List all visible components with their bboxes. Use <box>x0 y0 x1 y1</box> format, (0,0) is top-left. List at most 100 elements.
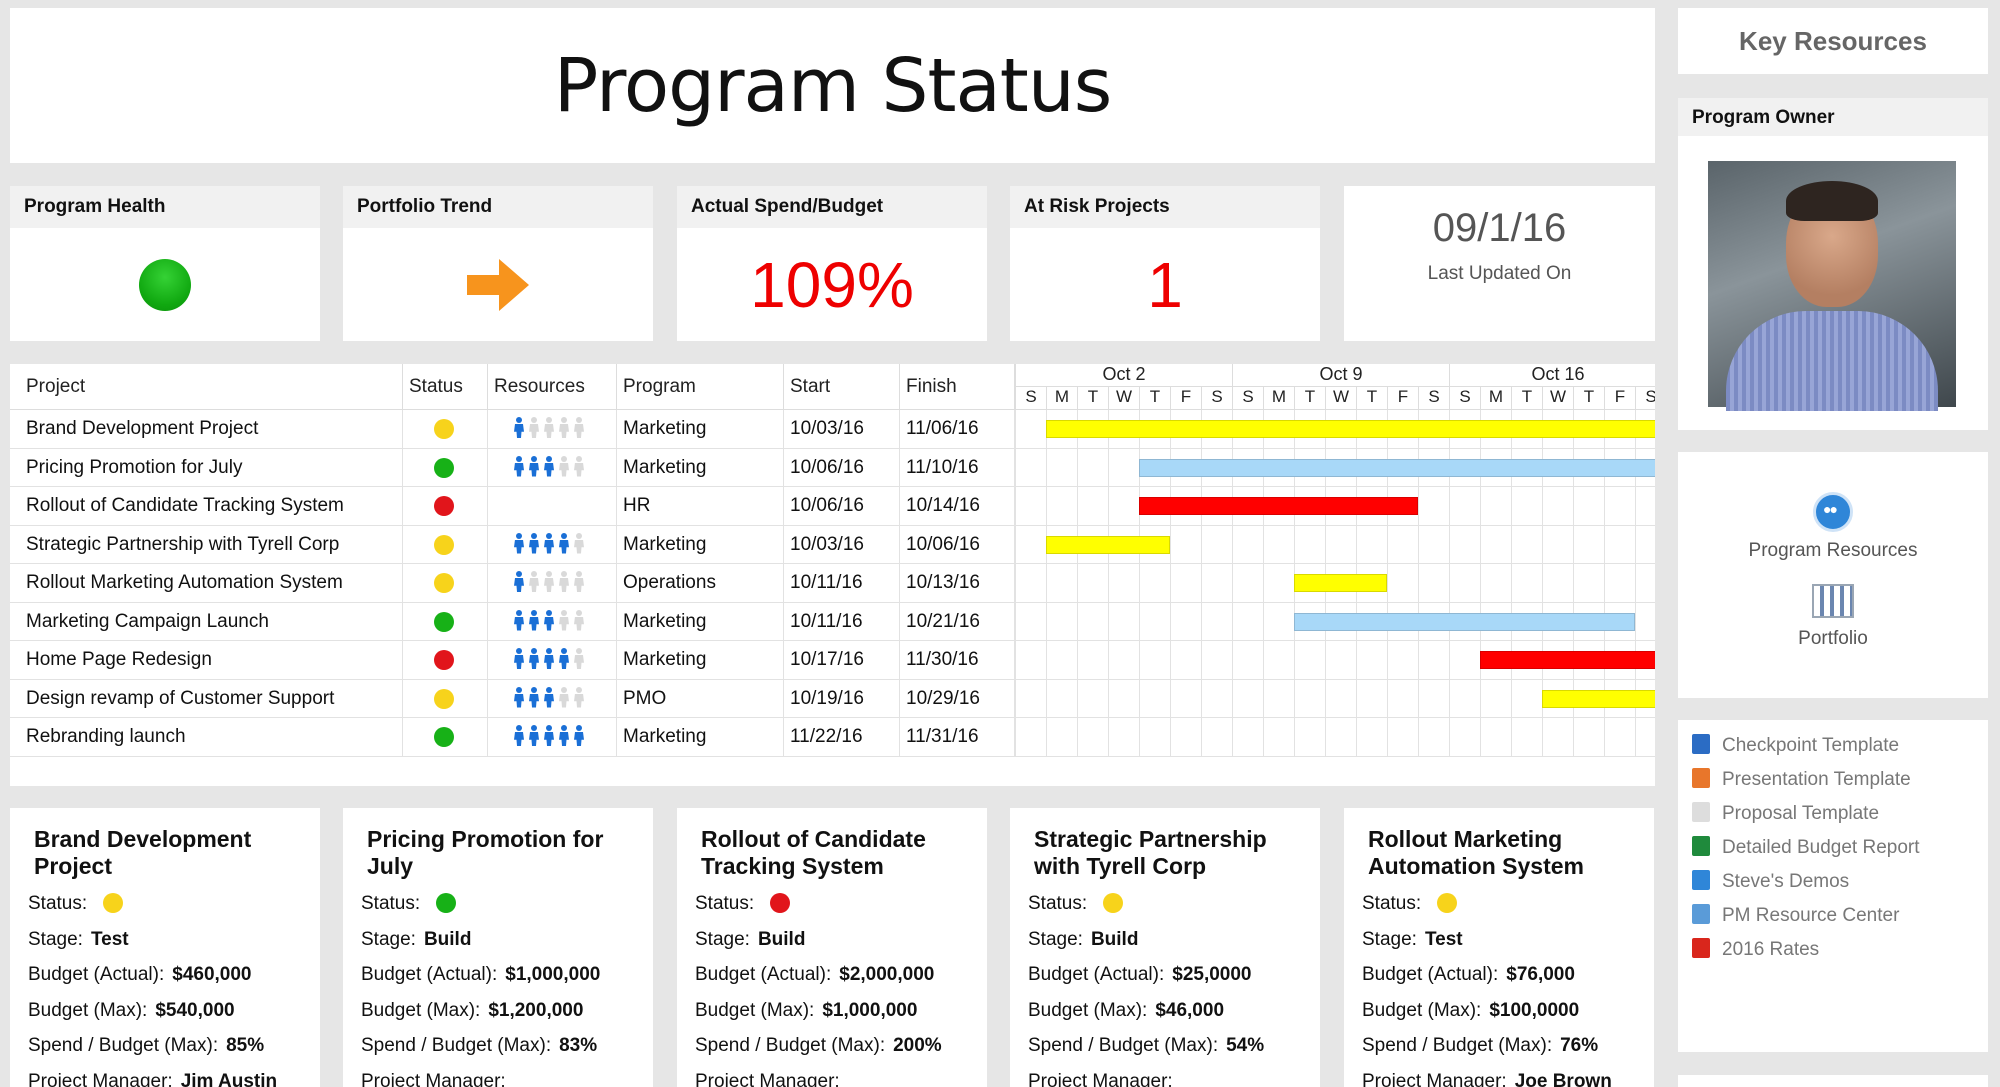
card-row-spend-budget: Spend / Budget (Max): 200% <box>695 1028 969 1064</box>
document-link[interactable]: Checkpoint Template <box>1692 734 1899 757</box>
card-row-status: Status: <box>361 886 635 922</box>
card-row-spend-budget: Spend / Budget (Max): 85% <box>28 1028 302 1064</box>
day-column <box>1046 410 1077 757</box>
document-link[interactable]: PM Resource Center <box>1692 904 1899 927</box>
day-label: W <box>1542 387 1573 410</box>
person-icon <box>573 609 585 632</box>
resource-icons <box>488 718 616 747</box>
project-card[interactable]: Strategic Partnership with Tyrell Corp St… <box>1010 808 1320 1087</box>
gantt-bar[interactable] <box>1139 458 1655 477</box>
gantt-bar[interactable] <box>1046 420 1655 438</box>
col-header-resources[interactable]: Resources <box>488 364 617 410</box>
person-icon <box>528 417 540 439</box>
project-card[interactable]: Brand Development Project Status: Stage: Te… <box>10 808 320 1087</box>
portfolio-link[interactable]: Portfolio <box>1678 584 1988 650</box>
card-field-value: 85% <box>226 1035 265 1056</box>
card-row-status: Status: <box>1028 886 1302 922</box>
day-column <box>1015 410 1046 757</box>
day-label: W <box>1108 387 1139 410</box>
cell-project[interactable]: Rollout of Candidate Tracking System <box>10 487 403 526</box>
card-row-stage: Stage: Build <box>695 922 969 958</box>
document-label: Proposal Template <box>1722 803 1880 824</box>
col-header-program[interactable]: Program <box>617 364 784 410</box>
document-link[interactable]: 2016 Rates <box>1692 938 1819 961</box>
project-card[interactable]: Pricing Promotion for July Status: Stage: B… <box>343 808 653 1087</box>
spend-value: 109% <box>750 248 914 321</box>
person-icon <box>558 417 570 439</box>
cell-status <box>403 718 488 757</box>
card-field-label: Stage: <box>1362 928 1417 950</box>
card-row-stage: Stage: Build <box>1028 922 1302 958</box>
cell-project[interactable]: Marketing Campaign Launch <box>10 602 403 641</box>
resource-links-panel: Program Resources Portfolio <box>1678 452 1988 698</box>
cell-project[interactable]: Rollout Marketing Automation System <box>10 564 403 603</box>
kpi-portfolio-trend: Portfolio Trend <box>343 186 653 341</box>
people-icon <box>1692 870 1710 890</box>
card-field-value: $540,000 <box>155 999 235 1021</box>
kpi-program-health: Program Health <box>10 186 320 341</box>
project-table: Project Status Resources Program Start F… <box>10 364 1655 786</box>
project-card[interactable]: Rollout Marketing Automation System Statu… <box>1344 808 1654 1087</box>
card-field-label: Budget (Max): <box>361 999 481 1021</box>
col-header-project[interactable]: Project <box>10 364 403 410</box>
day-column <box>1170 410 1201 757</box>
document-link[interactable]: Presentation Template <box>1692 768 1911 791</box>
document-label: 2016 Rates <box>1722 939 1820 960</box>
person-icon <box>513 571 525 593</box>
card-field-value: 83% <box>559 1035 598 1056</box>
card-field-label: Budget (Actual): <box>695 964 832 985</box>
cell-project[interactable]: Pricing Promotion for July <box>10 448 403 487</box>
card-field-label: Stage: <box>28 928 83 950</box>
excel-icon <box>1692 836 1710 856</box>
card-field-label: Project Manager: <box>361 1070 506 1087</box>
day-column <box>1449 410 1480 757</box>
person-icon <box>573 571 585 593</box>
gantt-bar[interactable] <box>1542 689 1655 708</box>
gantt-bar[interactable] <box>1046 535 1170 554</box>
cell-resources <box>488 602 617 641</box>
document-link[interactable]: Detailed Budget Report <box>1692 836 1920 859</box>
cell-project[interactable]: Brand Development Project <box>10 410 403 449</box>
card-row-budget-actual: Budget (Actual): $1,000,000 <box>361 957 635 993</box>
gantt-bar[interactable] <box>1294 574 1387 592</box>
card-row-status: Status: <box>28 886 302 922</box>
gantt-row <box>1015 487 1655 526</box>
status-indicator <box>1437 893 1458 913</box>
day-label: M <box>1480 387 1511 410</box>
cell-project[interactable]: Design revamp of Customer Support <box>10 679 403 718</box>
health-status-indicator <box>139 258 191 311</box>
cell-project[interactable]: Home Page Redesign <box>10 641 403 680</box>
card-field-value: Build <box>757 928 806 950</box>
cell-project[interactable]: Strategic Partnership with Tyrell Corp <box>10 525 403 564</box>
gantt-bar[interactable] <box>1480 651 1655 669</box>
col-header-start[interactable]: Start <box>784 364 900 410</box>
pdf-icon <box>1692 938 1710 958</box>
cell-program: HR <box>617 487 784 526</box>
card-field-value: Jim Austin <box>180 1070 278 1087</box>
person-icon <box>528 455 540 478</box>
document-link[interactable]: Steve's Demos <box>1692 870 1849 893</box>
project-card[interactable]: Rollout of Candidate Tracking System Stat… <box>677 808 987 1087</box>
gantt-bar[interactable] <box>1294 612 1635 631</box>
person-icon <box>528 571 540 593</box>
card-field-value: 54% <box>1226 1035 1265 1056</box>
status-indicator <box>434 534 454 555</box>
col-header-finish[interactable]: Finish <box>900 364 1015 410</box>
cell-status <box>403 525 488 564</box>
card-field-value: $460,000 <box>172 964 252 985</box>
document-label: Checkpoint Template <box>1722 735 1900 756</box>
cell-project[interactable]: Rebranding launch <box>10 718 403 757</box>
cell-resources <box>488 487 617 526</box>
person-icon <box>558 686 570 709</box>
card-field-label: Stage: <box>1028 928 1083 950</box>
cell-resources <box>488 641 617 680</box>
document-link[interactable]: Proposal Template <box>1692 802 1879 825</box>
day-label: F <box>1604 387 1635 410</box>
status-indicator <box>434 419 454 439</box>
program-resources-link[interactable]: Program Resources <box>1678 492 1988 562</box>
resource-icons <box>488 680 616 709</box>
col-header-status[interactable]: Status <box>403 364 488 410</box>
status-indicator <box>434 573 454 593</box>
resource-icons <box>488 410 616 439</box>
gantt-bar[interactable] <box>1139 497 1418 515</box>
